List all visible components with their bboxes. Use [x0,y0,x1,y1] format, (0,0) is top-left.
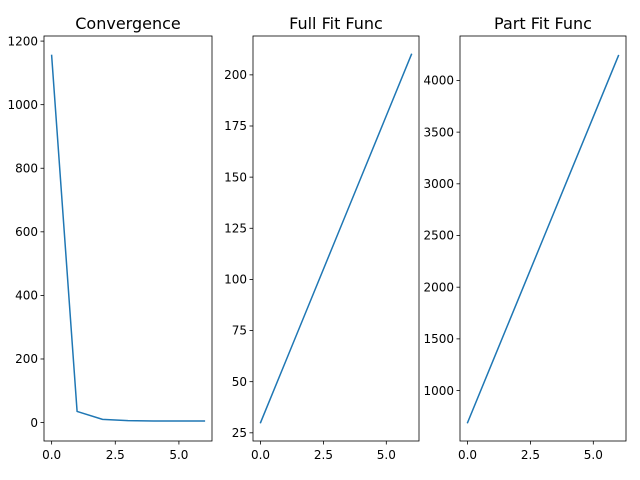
full-fit-func-x-tick-label: 2.5 [314,448,333,462]
part-fit-func-x-tick-label: 0.0 [458,448,477,462]
convergence-y-tick-label: 600 [15,225,38,239]
convergence-y-tick-label: 800 [15,161,38,175]
full-fit-func-y-tick-label: 50 [232,375,247,389]
convergence-y-tick-label: 200 [15,352,38,366]
convergence-y-tick-label: 1200 [7,34,38,48]
full-fit-func-series-line-0 [259,53,413,424]
convergence-axes-frame [43,35,213,442]
full-fit-func-y-tick-label: 100 [224,273,247,287]
part-fit-func-x-tick-label: 2.5 [521,448,540,462]
part-fit-func-y-tick-label: 2000 [423,280,454,294]
convergence-y-tick-label: 1000 [7,98,38,112]
part-fit-func-y-tick-label: 4000 [423,74,454,88]
part-fit-func-y-tick-label: 1500 [423,332,454,346]
part-fit-func-y-tick-label: 3500 [423,125,454,139]
convergence-title: Convergence [75,14,181,33]
full-fit-func-y-tick-label: 125 [224,221,247,235]
part-fit-func-y-tick-label: 3000 [423,177,454,191]
convergence-x-tick-label: 5.0 [169,448,188,462]
full-fit-func-y-tick-label: 75 [232,324,247,338]
part-fit-func-title: Part Fit Func [494,14,592,33]
convergence-y-tick-label: 400 [15,289,38,303]
full-fit-func-y-tick-label: 25 [232,426,247,440]
full-fit-func-y-tick-label: 150 [224,170,247,184]
convergence-subplot: Convergence 0.0 2.5 5.0 0 200 400 600 800 1000 120… [7,14,213,462]
convergence-y-tick-label: 0 [30,416,38,430]
full-fit-func-axes-frame [252,35,420,442]
full-fit-func-subplot: Full Fit Func 0.0 2.5 5.0 25 50 75 100 125 150 175… [224,14,420,462]
full-fit-func-x-tick-label: 5.0 [377,448,396,462]
convergence-x-tick-label: 0.0 [42,448,61,462]
part-fit-func-axes-frame [459,35,627,442]
full-fit-func-title: Full Fit Func [289,14,383,33]
full-fit-func-x-tick-label: 0.0 [251,448,270,462]
part-fit-func-y-tick-label: 2500 [423,229,454,243]
part-fit-func-y-tick-label: 1000 [423,384,454,398]
full-fit-func-y-tick-label: 175 [224,119,247,133]
full-fit-func-y-tick-label: 200 [224,68,247,82]
part-fit-func-x-tick-label: 5.0 [584,448,603,462]
part-fit-func-series-line-0 [466,54,620,424]
convergence-x-tick-label: 2.5 [106,448,125,462]
convergence-series-line-0 [50,54,206,422]
part-fit-func-subplot: Part Fit Func 0.0 2.5 5.0 1000 1500 2000 2500 30… [423,14,627,462]
